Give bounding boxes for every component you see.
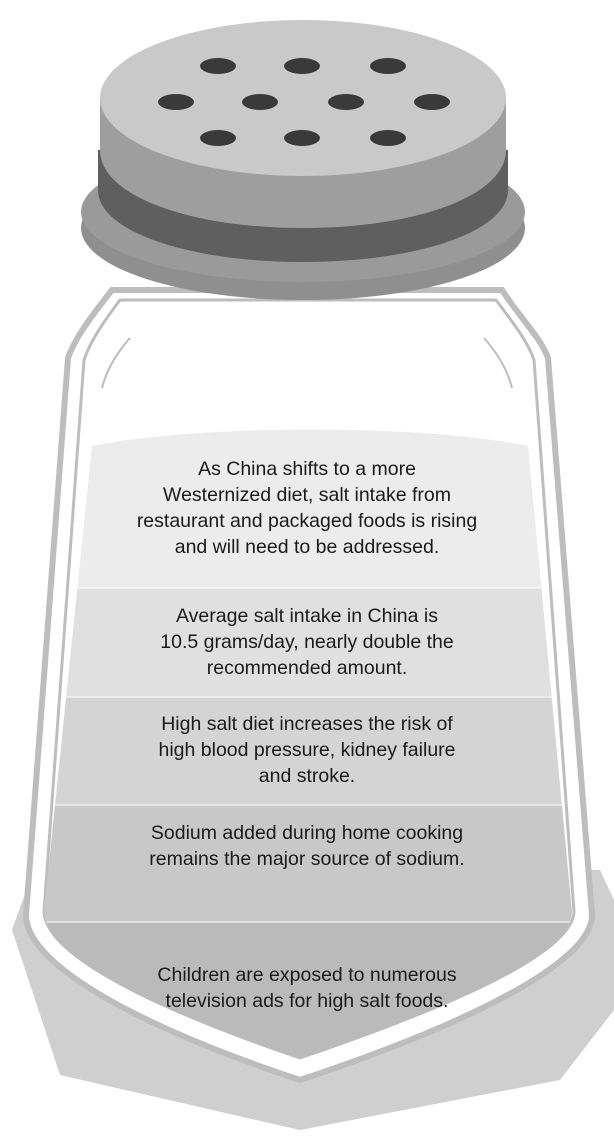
cap-hole — [414, 94, 450, 110]
cap-hole — [328, 94, 364, 110]
cap-hole — [200, 58, 236, 74]
fact-text-4: Sodium added during home cooking remains… — [149, 822, 465, 870]
fact-text-3: High salt diet increases the risk of hig… — [158, 713, 456, 787]
glass-highlight-right — [483, 337, 513, 389]
cap-holes — [158, 58, 450, 146]
cap-hole — [284, 130, 320, 146]
salt-band-1 — [44, 429, 572, 588]
glass-highlight-left — [101, 337, 131, 389]
fact-text-5: Children are exposed to numerous televis… — [157, 964, 457, 1012]
cap-hole — [370, 58, 406, 74]
fact-text-2: Average salt intake in China is 10.5 gra… — [160, 605, 454, 679]
fact-text-1: As China shifts to a more Westernized di… — [136, 458, 478, 558]
cap-hole — [284, 58, 320, 74]
salt-band-2 — [44, 588, 572, 697]
salt-band-3 — [44, 697, 572, 805]
cap-hole — [158, 94, 194, 110]
cap-hole — [370, 130, 406, 146]
cap-hole — [200, 130, 236, 146]
cap-hole — [242, 94, 278, 110]
salt-band-4 — [44, 805, 572, 922]
